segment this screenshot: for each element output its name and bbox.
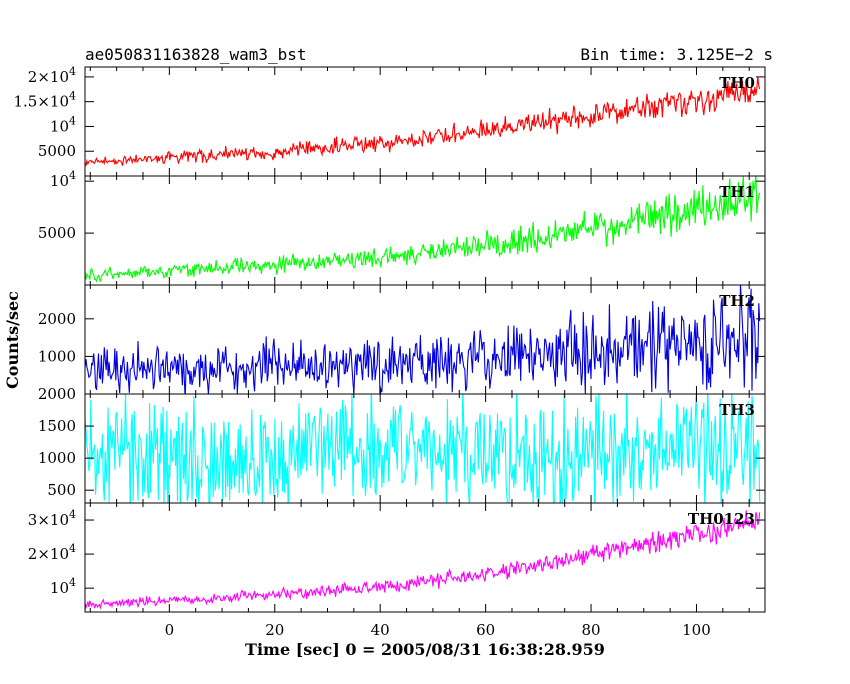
observation-id: ae050831163828_wam3_bst <box>85 45 307 64</box>
series-line-th2 <box>85 285 761 394</box>
y-tick-label: 1500 <box>38 417 76 435</box>
y-tick-label: 5000 <box>38 142 76 160</box>
bin-time-label: Bin time: 3.125E−2 s <box>580 45 773 64</box>
y-tick-label: 500 <box>47 481 76 499</box>
panel-label: TH1 <box>719 183 755 201</box>
series-line-th3 <box>85 394 761 503</box>
y-tick-label: 2×104 <box>28 542 76 563</box>
y-axis-label: Counts/sec <box>3 291 22 389</box>
y-tick-label: 2×104 <box>28 65 76 86</box>
series-line-th1 <box>85 176 761 283</box>
panel-frame <box>84 502 766 613</box>
y-tick-label: 1000 <box>38 449 76 467</box>
panel-label: TH3 <box>719 401 755 419</box>
panel-th0: 5000 104 1.5×104 2×104 TH0 <box>13 65 766 177</box>
y-tick-label: 2000 <box>38 385 76 403</box>
y-tick-label: 5000 <box>38 224 76 242</box>
y-tick-label: 104 <box>50 169 76 190</box>
panel-th3: 500 1000 1500 2000 TH3 <box>38 385 766 504</box>
y-tick-label: 2000 <box>38 310 76 328</box>
x-tick-label: 20 <box>265 621 284 639</box>
x-tick-label: 100 <box>682 621 711 639</box>
x-tick-label: 0 <box>165 621 175 639</box>
series-line-th0123 <box>85 510 761 610</box>
x-tick-label: 80 <box>581 621 600 639</box>
x-axis-label: Time [sec] 0 = 2005/08/31 16:38:28.959 <box>245 640 605 659</box>
panel-label: TH0 <box>719 74 755 92</box>
panel-th2: 1000 2000 TH2 <box>38 284 766 395</box>
x-tick-label: 40 <box>371 621 390 639</box>
y-tick-label: 104 <box>50 114 76 135</box>
panel-th1: 5000 104 TH1 <box>38 169 766 286</box>
panel-label: TH2 <box>719 292 755 310</box>
panel-frame <box>84 66 766 177</box>
panel-label: TH0123 <box>688 510 755 528</box>
panels-group: 50001041.5×1042×104TH05000104TH110002000… <box>13 65 766 639</box>
y-tick-label: 3×104 <box>28 508 76 529</box>
panel-th0123: 104 2×104 3×104 TH0123 <box>28 502 766 613</box>
x-tick-label: 60 <box>476 621 495 639</box>
series-line-th0 <box>85 76 761 166</box>
y-tick-label: 104 <box>50 576 76 597</box>
y-tick-label: 1000 <box>38 347 76 365</box>
y-tick-label: 1.5×104 <box>13 90 76 111</box>
